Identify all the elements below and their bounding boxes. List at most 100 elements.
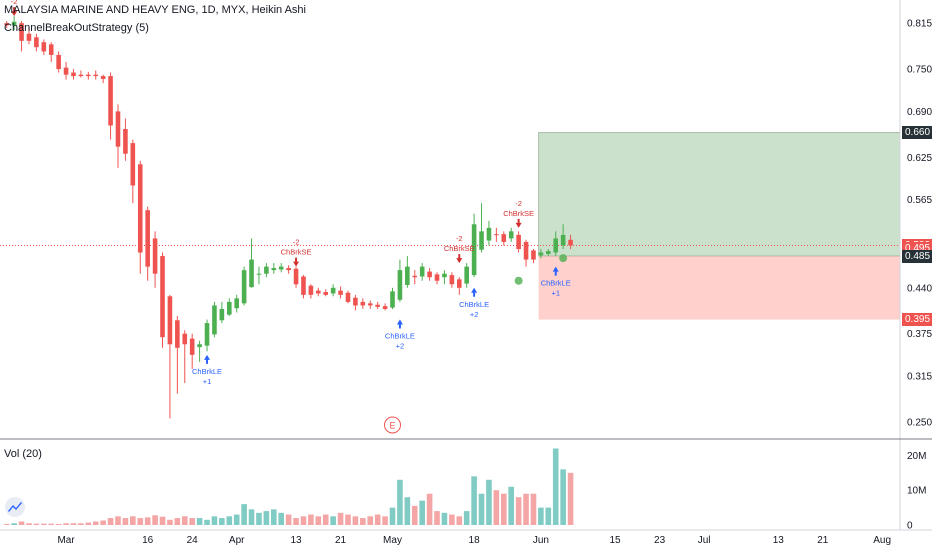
time-tick-label: Jul (698, 535, 711, 546)
candle-body (63, 67, 69, 75)
volume-bar (26, 523, 32, 525)
candle (160, 252, 165, 348)
volume-bar (196, 518, 203, 525)
tradingview-logo-icon[interactable] (5, 497, 25, 517)
candle-body (419, 266, 425, 277)
candle-body (367, 303, 373, 306)
volume-bar (382, 516, 388, 525)
candle (442, 270, 447, 285)
volume-bar (189, 518, 195, 525)
candle (219, 301, 225, 324)
volume-bars (3, 448, 574, 525)
candle (137, 160, 143, 274)
candle (494, 227, 499, 242)
volume-bar (226, 516, 233, 525)
candle (479, 203, 484, 253)
candle (516, 231, 521, 253)
signal-long: ChBrkLE+2 (385, 319, 415, 351)
candle-body (442, 273, 447, 278)
signal-qty: -2 (456, 234, 463, 243)
time-tick-label: 23 (654, 535, 666, 546)
price-tick-label: 0.815 (907, 19, 932, 30)
time-tick-label: May (383, 535, 402, 546)
candle-body (568, 239, 573, 246)
candle (568, 234, 573, 249)
candle-body (182, 333, 188, 345)
volume-bar (567, 472, 574, 525)
candle (553, 231, 559, 257)
candle (175, 316, 180, 394)
candle (471, 213, 477, 278)
volume-bar (300, 516, 307, 525)
time-tick-label: Mar (57, 535, 75, 546)
candle (226, 298, 232, 317)
candle-body (137, 164, 143, 253)
time-tick-label: Apr (229, 535, 245, 546)
time-tick-label: 13 (773, 535, 785, 546)
candle-body (19, 23, 24, 41)
candle-body (338, 290, 343, 295)
volume-bar (48, 523, 55, 525)
volume-bar (100, 520, 106, 525)
candle-body (538, 252, 544, 256)
time-tick-label: Jun (533, 535, 549, 546)
candle-body (219, 308, 225, 321)
candle (456, 277, 462, 295)
long-arrow-icon (204, 354, 211, 364)
candle (189, 333, 195, 369)
candle-body (115, 111, 121, 147)
candle-body (256, 273, 262, 275)
volume-bar (107, 518, 114, 525)
volume-bar (441, 512, 448, 525)
candles (4, 16, 573, 419)
candle (108, 72, 113, 140)
candle-body (427, 271, 432, 278)
candle (405, 256, 410, 288)
candle (256, 266, 262, 285)
volume-bar (552, 448, 559, 525)
candle (286, 265, 291, 274)
candle-body (197, 344, 202, 348)
candle (115, 104, 121, 168)
candle-body (56, 54, 61, 70)
candle (301, 275, 306, 299)
signal-label: ChBrkLE (541, 279, 571, 288)
signal-qty: +2 (470, 310, 479, 319)
candle (212, 301, 217, 338)
candle-body (271, 268, 277, 271)
candle (316, 287, 321, 297)
candle (434, 272, 440, 285)
volume-bar (92, 521, 99, 525)
axis-frame (0, 0, 932, 531)
candle-body (471, 224, 477, 276)
price-tick-label: 0.565 (907, 195, 932, 206)
price-tick-label: 0.690 (907, 107, 932, 118)
candle-body (486, 227, 492, 241)
candle (560, 224, 566, 249)
time-tick-label: 24 (187, 535, 199, 546)
volume-bar (560, 469, 566, 525)
candle-body (316, 290, 321, 294)
long-arrow-icon (552, 266, 559, 276)
volume-bar (167, 519, 173, 525)
short-arrow-icon (11, 7, 18, 17)
time-tick-label: 18 (469, 535, 481, 546)
volume-bar (471, 476, 477, 525)
candle-body (189, 338, 195, 355)
candle (308, 284, 314, 299)
candle-body (11, 21, 17, 26)
volume-bar (181, 516, 188, 525)
candle-body (405, 266, 410, 285)
profit-zone (538, 132, 901, 257)
signal-label: ChBrkLE (459, 300, 489, 309)
candle-body (93, 74, 99, 77)
candle-body (175, 320, 180, 348)
time-tick-label: 16 (142, 535, 154, 546)
candle (130, 139, 136, 204)
candle-body (330, 287, 336, 294)
candle-body (553, 238, 559, 253)
candle-body (301, 276, 306, 295)
volume-bar (152, 515, 158, 525)
signal-label: ChBrkSE (281, 248, 312, 257)
